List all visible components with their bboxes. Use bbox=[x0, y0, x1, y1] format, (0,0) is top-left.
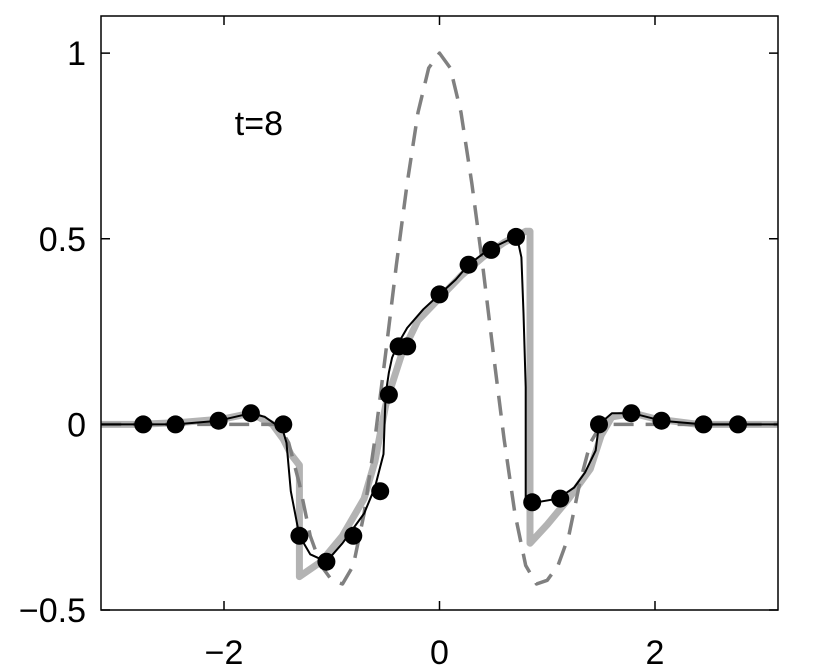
annotation-label: t=8 bbox=[235, 105, 283, 143]
marker-point bbox=[430, 285, 449, 304]
marker-point bbox=[241, 404, 260, 423]
x-tick-label: −2 bbox=[205, 634, 244, 667]
x-tick-label: 0 bbox=[430, 634, 449, 667]
marker-point bbox=[523, 493, 542, 512]
marker-point bbox=[652, 411, 671, 430]
marker-point bbox=[551, 489, 570, 508]
y-tick-label: −0.5 bbox=[19, 592, 86, 630]
marker-point bbox=[729, 415, 747, 434]
marker-point bbox=[459, 255, 478, 274]
axes-layer: −2 0 2 −0.5 0 0.5 1 bbox=[19, 15, 779, 667]
y-tick-label: 0.5 bbox=[39, 221, 86, 259]
marker-point bbox=[590, 415, 608, 434]
x-tick-label: 2 bbox=[646, 634, 665, 667]
series-line-solid-thick-gray bbox=[101, 227, 778, 581]
marker-point bbox=[344, 526, 363, 545]
marker-point bbox=[290, 526, 309, 545]
marker-point bbox=[694, 415, 713, 434]
series-line-solid-thin-black bbox=[101, 235, 778, 563]
marker-point bbox=[274, 415, 293, 434]
marker-point bbox=[482, 240, 501, 259]
y-tick-label: 0 bbox=[67, 406, 86, 444]
marker-point bbox=[398, 337, 417, 356]
marker-point bbox=[166, 415, 185, 434]
marker-point bbox=[209, 411, 228, 430]
series-layer bbox=[101, 51, 778, 586]
marker-point bbox=[379, 385, 398, 404]
marker-point bbox=[507, 227, 525, 246]
y-tick-label: 1 bbox=[67, 35, 86, 73]
marker-point bbox=[371, 482, 390, 501]
marker-point bbox=[317, 552, 336, 571]
marker-point bbox=[622, 404, 641, 423]
marker-point bbox=[134, 415, 153, 434]
axes-box bbox=[100, 15, 779, 611]
series-line-dashed-gray bbox=[101, 51, 778, 586]
